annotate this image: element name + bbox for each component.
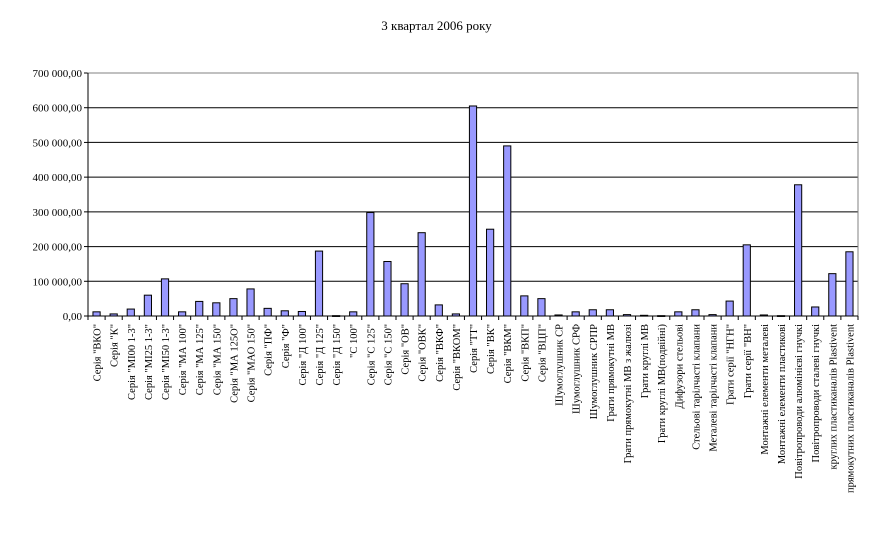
bar <box>520 295 529 317</box>
x-tick-label: Серія "МІ00 1-3" <box>127 324 138 400</box>
y-tick-label: 0,00 <box>63 311 83 323</box>
bar <box>126 308 135 317</box>
bar <box>229 298 238 317</box>
bar <box>314 250 324 317</box>
y-tick-label: 600 000,00 <box>33 103 83 115</box>
chart-title: 3 квартал 2006 року <box>381 18 492 33</box>
x-tick-label: Монтажні елементи металеві <box>760 324 771 455</box>
bar <box>828 273 837 317</box>
x-tick-label: Грати серії "НГН" <box>726 324 737 405</box>
bar <box>383 261 392 317</box>
bar <box>537 298 546 317</box>
x-tick-label: Серія "ОВ" <box>401 324 412 375</box>
x-tick-label: Серія "МА 100" <box>178 324 189 395</box>
x-tick-label: Серія "С 125" <box>366 324 377 385</box>
bar <box>366 212 375 317</box>
bar <box>160 278 170 317</box>
x-tick-label: Грати круглі МВ <box>640 324 651 398</box>
x-tick-label: Серія "С 150" <box>383 324 394 385</box>
x-tick-label: Серія "ВКП" <box>520 324 531 382</box>
x-tick-label: Серія "МА 150" <box>212 324 223 395</box>
bar <box>845 251 854 317</box>
bar <box>674 311 683 317</box>
x-tick-label: Монтажні елементи пластикові <box>777 324 788 464</box>
x-tick-label: "С 100" <box>349 324 360 358</box>
bar <box>297 310 306 317</box>
bar <box>417 232 426 317</box>
bar <box>486 228 495 317</box>
bar <box>280 310 289 317</box>
x-tick-label: Серія "Д 125" <box>315 324 326 386</box>
bar <box>605 309 614 317</box>
y-tick-label: 300 000,00 <box>33 207 83 219</box>
x-tick-label: Серія "МА 125О" <box>229 324 240 403</box>
y-tick-label: 500 000,00 <box>33 137 83 149</box>
bar <box>349 311 358 317</box>
bar <box>263 307 272 317</box>
bar <box>691 309 700 317</box>
x-tick-label: Серія "МА 125" <box>195 324 206 395</box>
bar <box>434 304 443 317</box>
x-tick-label: Шумоглушник СРФ <box>572 324 583 414</box>
bar <box>468 105 478 317</box>
x-tick-label: Повітропроводи алюмінієві гнучкі <box>794 324 805 479</box>
x-tick-label: Серія "МІ25 1-3" <box>144 324 155 400</box>
x-tick-label: Металеві тарілчасті клапани <box>709 324 720 452</box>
y-tick-labels: 0,00 100 000,00 200 000,00 300 000,00 400 00… <box>33 68 83 323</box>
x-tick-label: Серія "ОВК" <box>418 324 429 382</box>
x-tick-label: Грати прямокутні МВ з жалюзі <box>623 324 634 463</box>
x-tick-label: Повітропроводи сталеві гнучкі <box>811 324 822 463</box>
x-tick-label: Грати серії "ВН" <box>743 324 754 398</box>
bar <box>742 244 751 317</box>
x-tick-label: Стельові тарілчасті клапани <box>691 324 702 450</box>
x-tick-label: Шумоглушник СРПР <box>589 324 600 419</box>
bar <box>400 283 409 317</box>
y-tick-label: 100 000,00 <box>33 276 83 288</box>
bar <box>178 311 187 317</box>
bar <box>503 145 512 317</box>
x-tick-label: Серія "ВК" <box>486 324 497 374</box>
x-tick-label: Серія "ВЦП" <box>537 324 548 382</box>
x-tick-label: Серія "Д 100" <box>298 324 309 386</box>
x-tick-label: Серія "МІ50 1-3" <box>161 324 172 400</box>
y-tick-label: 400 000,00 <box>33 172 83 184</box>
bar <box>588 309 597 317</box>
axes <box>84 72 859 320</box>
bar <box>195 300 204 317</box>
x-tick-label: Серія "ПФ" <box>264 324 275 376</box>
x-tick-label: Серія "ВКФ" <box>435 324 446 382</box>
x-tick-label: Грати круглі МВ(подвійні) <box>657 323 668 443</box>
x-tick-label: Шумоглушник СР <box>555 324 566 406</box>
bar <box>246 288 255 317</box>
x-tick-label: Серія "МАО 150" <box>247 324 258 402</box>
y-tick-label: 700 000,00 <box>33 68 83 80</box>
x-tick-label: Серія "Д 150" <box>332 324 343 386</box>
x-tick-label: круглих пластиканалів Plastivent <box>828 324 839 470</box>
bar <box>794 184 803 317</box>
x-tick-label: Серія "ВКО" <box>93 324 104 381</box>
bar <box>92 311 101 317</box>
x-tick-label: Серія "К" <box>110 324 121 367</box>
bar <box>212 302 221 317</box>
x-tick-label: Дифузори стельові <box>674 324 685 409</box>
x-tick-label: Серія "ВКОМ" <box>452 324 463 391</box>
x-tick-label: прямокутних пластиканалів Plastivent <box>845 324 856 493</box>
x-tick-label: Серія "ВКМ" <box>503 324 514 383</box>
bar <box>725 300 734 317</box>
bar <box>571 311 580 317</box>
y-tick-label: 200 000,00 <box>33 242 83 254</box>
x-tick-label: Серія "ТТ" <box>469 324 480 373</box>
bars <box>92 105 854 317</box>
x-tick-label: Серія "Ф" <box>281 324 292 368</box>
x-tick-label: Грати прямокутні МВ <box>606 324 617 422</box>
bar <box>143 294 152 317</box>
x-tick-labels: Серія "ВКО" Серія "К" Серія "МІ00 1-3" Сері… <box>93 323 857 493</box>
bar <box>811 306 820 317</box>
